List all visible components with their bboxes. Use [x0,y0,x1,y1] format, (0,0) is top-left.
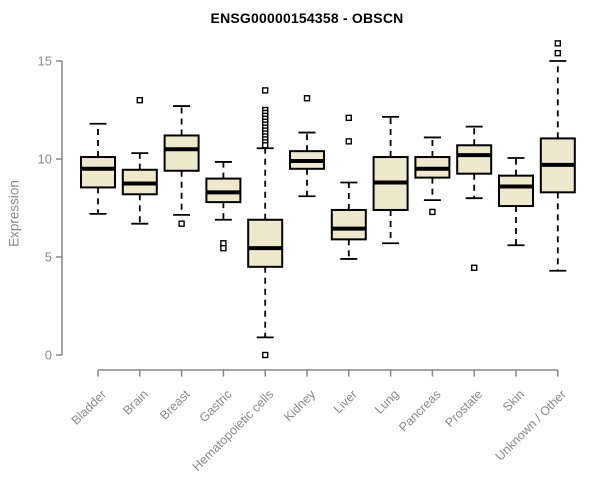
box-group-bladder [80,122,116,215]
x-tick-label: Hematopoietic cells [190,387,277,474]
outlier-point [554,49,561,57]
x-tick-label: Lung [372,387,402,417]
outlier-point [136,96,144,104]
x-tick-label: Unknown / Other [493,387,569,463]
outlier-point [303,95,311,102]
box-group-pancreas [414,136,451,216]
box-group-kidney [289,95,325,198]
iqr-box [247,218,284,268]
outlier-point [471,264,478,271]
box-group-liver [330,114,367,260]
iqr-box [80,156,116,189]
iqr-box [456,144,493,175]
outlier-point [220,244,227,252]
x-tick-label: Gastric [197,387,235,425]
box-group-prostate [456,125,493,271]
outlier-point [262,87,269,94]
outlier-point [345,114,352,122]
x-tick-label: Prostate [442,387,485,430]
chart-title: ENSG00000154358 - OBSCN [210,10,404,26]
x-tick-label: Pancreas [396,387,443,434]
outlier-point [429,208,436,216]
x-tick-label: Breast [157,387,193,423]
x-tick-label: Liver [331,387,360,416]
box-group-skin [498,157,534,247]
y-tick-label: 0 [45,348,52,363]
outlier-point [262,351,269,359]
y-tick-label: 5 [45,250,52,265]
y-tick-label: 10 [38,152,52,167]
box-group-brain [121,96,158,225]
outlier-point [262,142,269,149]
x-tick-label: Skin [500,387,527,414]
iqr-box [330,208,367,241]
iqr-box [163,134,200,172]
outlier-point [554,40,561,47]
outlier-point [345,138,352,145]
y-tick-label: 15 [38,54,52,69]
box-group-hematopoietic-cells [247,87,284,359]
iqr-box [498,174,534,208]
box-group-gastric [205,161,242,252]
x-tick-label: Bladder [69,387,109,427]
box-group-lung [372,115,409,245]
x-tick-label: Kidney [281,387,318,424]
x-tick-label: Brain [120,387,151,418]
outlier-point [178,220,185,227]
box-group-breast [163,105,200,227]
box-group-unknown-other [539,40,576,272]
